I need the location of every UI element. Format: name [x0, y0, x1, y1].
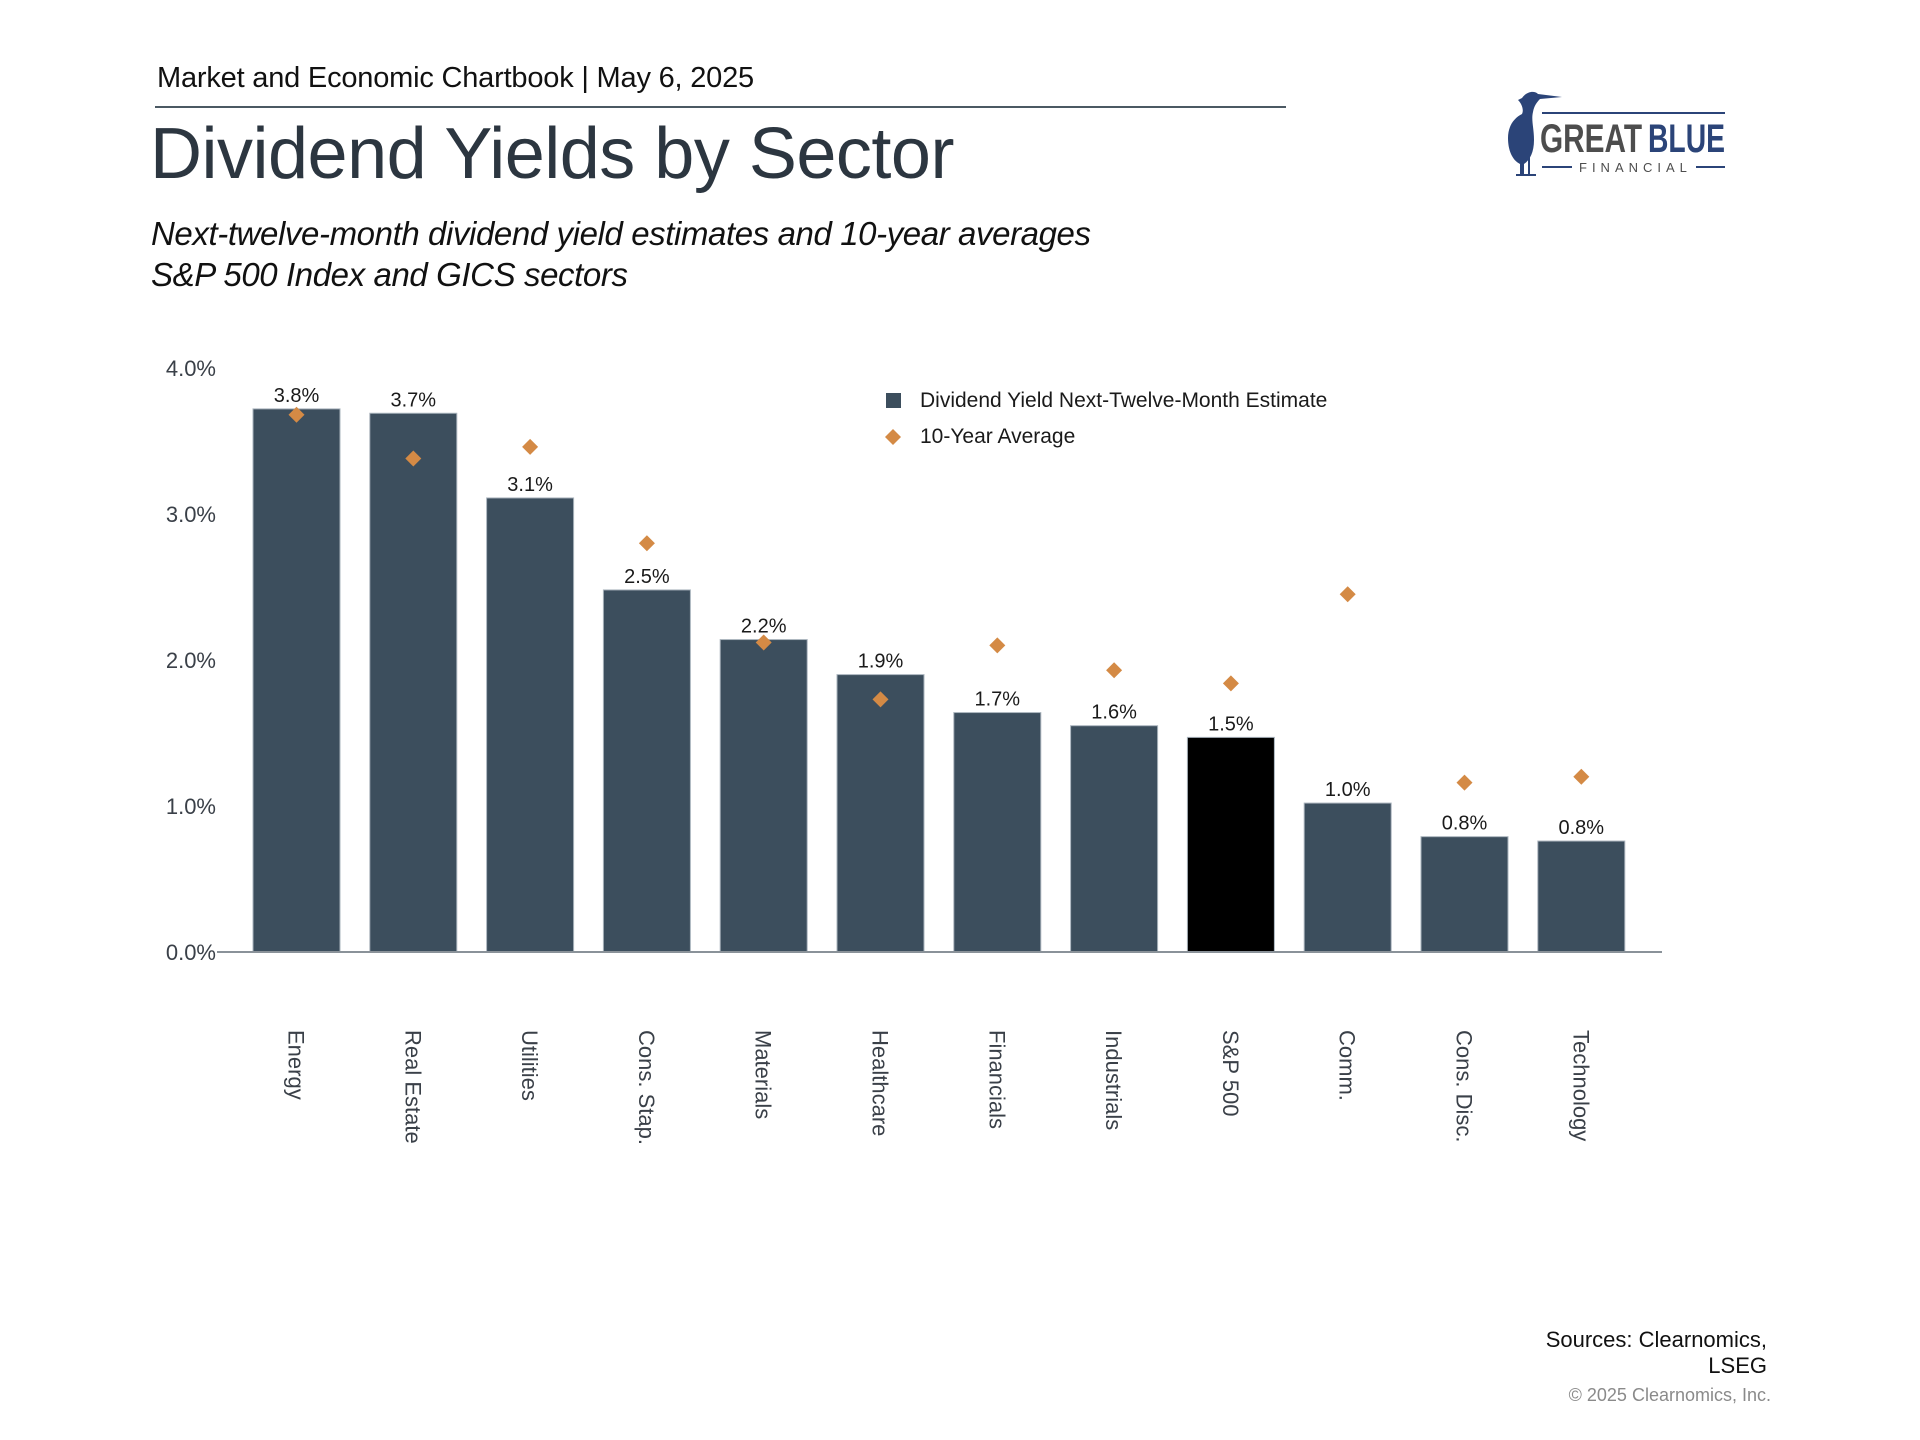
logo-word-great: GREAT — [1540, 117, 1642, 161]
legend-bar-label: Dividend Yield Next-Twelve-Month Estimat… — [920, 389, 1327, 412]
bar-comm — [1303, 802, 1392, 953]
x-tick-label: Cons. Stap. — [634, 1030, 659, 1145]
y-tick-label: 1.0% — [166, 794, 216, 819]
x-tick-label: Comm. — [1335, 1030, 1360, 1101]
x-tick-label: Real Estate — [400, 1030, 425, 1144]
sources-line-2: LSEG — [1708, 1353, 1767, 1378]
legend-bar-swatch — [886, 393, 901, 408]
ten-year-average-diamond — [989, 637, 1006, 654]
ten-year-average-diamond — [405, 450, 422, 467]
bar-real-estate — [369, 412, 458, 953]
y-tick-label: 0.0% — [166, 940, 216, 965]
bar-healthcare — [836, 674, 925, 953]
bar-value-label: 1.6% — [1091, 702, 1137, 724]
chartbook-header: Market and Economic Chartbook | May 6, 2… — [157, 62, 754, 94]
bar-value-label: 3.7% — [391, 389, 437, 411]
y-tick-label: 3.0% — [166, 502, 216, 527]
ten-year-average-diamond — [755, 634, 772, 651]
ten-year-average-diamond — [1573, 768, 1590, 785]
great-blue-financial-logo: GREAT BLUE FINANCIAL — [1508, 91, 1725, 176]
logo-word-blue: BLUE — [1648, 117, 1725, 161]
bar-industrials — [1070, 725, 1159, 953]
x-tick-label: Utilities — [517, 1030, 542, 1101]
bar-value-label: 2.2% — [741, 616, 787, 638]
bar-value-label: 1.0% — [1325, 779, 1371, 801]
bar-series — [252, 408, 1626, 953]
x-tick-label: Financials — [984, 1030, 1009, 1129]
bar-s-p-500 — [1186, 736, 1275, 953]
y-tick-label: 2.0% — [166, 648, 216, 673]
bar-value-label: 2.5% — [624, 566, 670, 588]
bar-technology — [1537, 840, 1626, 953]
heron-icon — [1508, 91, 1562, 176]
bar-value-label: 3.1% — [507, 474, 553, 496]
ten-year-average-diamond — [1222, 675, 1239, 692]
subtitle-line-1: Next-twelve-month dividend yield estimat… — [151, 215, 1091, 252]
sources-line-1: Sources: Clearnomics, — [1545, 1327, 1767, 1352]
x-axis-labels: Energy Real Estate Utilities Cons. Stap. Mat… — [284, 1030, 1594, 1145]
bar-data-labels: 3.8% 3.7% 3.1% 2.5% 2.2% 1.9% 1.7% 1.6% 1.5% 1.0%… — [274, 385, 1605, 839]
legend-diamond-swatch — [885, 429, 901, 445]
bar-value-label: 0.8% — [1442, 813, 1488, 835]
x-tick-label: S&P 500 — [1218, 1030, 1243, 1116]
subtitle-line-2: S&P 500 Index and GICS sectors — [151, 256, 628, 293]
chart-subtitle: Next-twelve-month dividend yield estimat… — [151, 213, 1091, 295]
logo-word-financial: FINANCIAL — [1579, 160, 1692, 175]
ten-year-average-diamond — [1339, 586, 1356, 603]
bar-energy — [252, 408, 341, 953]
x-tick-label: Energy — [284, 1030, 309, 1100]
bar-value-label: 1.5% — [1208, 713, 1254, 735]
ten-year-average-diamond — [872, 691, 889, 708]
x-tick-label: Technology — [1568, 1030, 1593, 1141]
bar-cons-disc — [1420, 836, 1509, 953]
copyright-note: © 2025 Clearnomics, Inc. — [1568, 1385, 1771, 1405]
bar-value-label: 1.7% — [975, 689, 1021, 711]
x-tick-label: Cons. Disc. — [1452, 1030, 1477, 1142]
x-tick-label: Industrials — [1101, 1030, 1126, 1130]
y-tick-label: 4.0% — [166, 356, 216, 381]
ten-year-average-diamond — [522, 438, 539, 455]
x-tick-label: Healthcare — [868, 1030, 893, 1136]
ten-year-average-diamond — [1106, 662, 1123, 679]
bar-financials — [953, 712, 1042, 953]
ten-year-average-diamond — [1456, 774, 1473, 791]
legend-diamond-label: 10-Year Average — [920, 425, 1075, 448]
bar-utilities — [486, 497, 575, 953]
bar-value-label: 1.9% — [858, 651, 904, 673]
bar-materials — [719, 639, 808, 953]
ten-year-average-diamond — [288, 406, 305, 423]
page-title: Dividend Yields by Sector — [150, 114, 954, 194]
bar-value-label: 0.8% — [1559, 817, 1605, 839]
bar-value-label: 3.8% — [274, 385, 320, 407]
ten-year-average-diamond — [638, 535, 655, 552]
header-divider — [155, 106, 1286, 108]
bar-cons-stap — [602, 589, 691, 953]
diamond-series — [288, 406, 1590, 791]
legend: Dividend Yield Next-Twelve-Month Estimat… — [885, 389, 1327, 448]
y-axis: 0.0% 1.0% 2.0% 3.0% 4.0% — [166, 356, 216, 965]
x-tick-label: Materials — [751, 1030, 776, 1119]
sources-note: Sources: Clearnomics, LSEG — [1546, 1327, 1767, 1379]
